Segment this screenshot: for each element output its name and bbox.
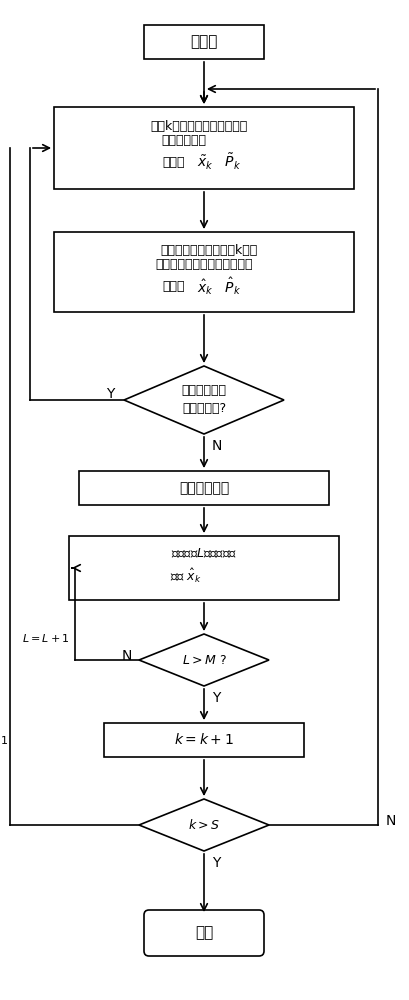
Text: Y: Y xyxy=(212,856,220,870)
Text: Y: Y xyxy=(212,691,220,705)
Bar xyxy=(54,232,354,312)
Text: 结束: 结束 xyxy=(195,926,213,940)
Text: 计算得到$L$次迭代寻优: 计算得到$L$次迭代寻优 xyxy=(171,547,237,561)
Text: $L > M$ ?: $L > M$ ? xyxy=(182,654,227,666)
Text: $\tilde{x}_k$   $\tilde{P}_k$: $\tilde{x}_k$ $\tilde{P}_k$ xyxy=(197,152,241,172)
Text: $k = k+1$: $k = k+1$ xyxy=(174,732,234,748)
Text: N: N xyxy=(212,439,222,453)
Bar xyxy=(79,471,329,505)
Bar xyxy=(144,25,264,59)
Text: 约束最优问题: 约束最优问题 xyxy=(179,481,229,495)
Bar xyxy=(104,723,304,757)
Bar xyxy=(54,107,354,189)
Text: $k > S$: $k > S$ xyxy=(188,818,220,832)
Text: 足约束条件?: 足约束条件? xyxy=(182,401,226,414)
Text: 态预测协方差: 态预测协方差 xyxy=(162,133,207,146)
Text: $k=k+1$: $k=k+1$ xyxy=(0,734,8,746)
Text: N: N xyxy=(386,814,396,828)
FancyBboxPatch shape xyxy=(144,910,264,956)
Text: Y: Y xyxy=(106,387,114,401)
Polygon shape xyxy=(124,366,284,434)
Text: 状态估计值和状态估计协方差: 状态估计值和状态估计协方差 xyxy=(155,257,253,270)
Text: $L=L+1$: $L=L+1$ xyxy=(22,632,70,644)
Text: 计算：: 计算： xyxy=(163,279,185,292)
Text: 对预测值进行更新得到k时刻: 对预测值进行更新得到k时刻 xyxy=(160,243,258,256)
Polygon shape xyxy=(139,799,269,851)
Text: 计算：: 计算： xyxy=(163,155,185,168)
Text: 状态估计值满: 状态估计值满 xyxy=(182,383,227,396)
Text: 计算k时刻的状态预测值和状: 计算k时刻的状态预测值和状 xyxy=(151,119,247,132)
Text: $\hat{x}_k$   $\hat{P}_k$: $\hat{x}_k$ $\hat{P}_k$ xyxy=(197,275,241,297)
Text: 结果 $\hat{x}_k$: 结果 $\hat{x}_k$ xyxy=(170,567,202,585)
Text: N: N xyxy=(122,649,132,663)
Text: 初始化: 初始化 xyxy=(190,34,218,49)
Polygon shape xyxy=(139,634,269,686)
Bar xyxy=(69,536,339,600)
